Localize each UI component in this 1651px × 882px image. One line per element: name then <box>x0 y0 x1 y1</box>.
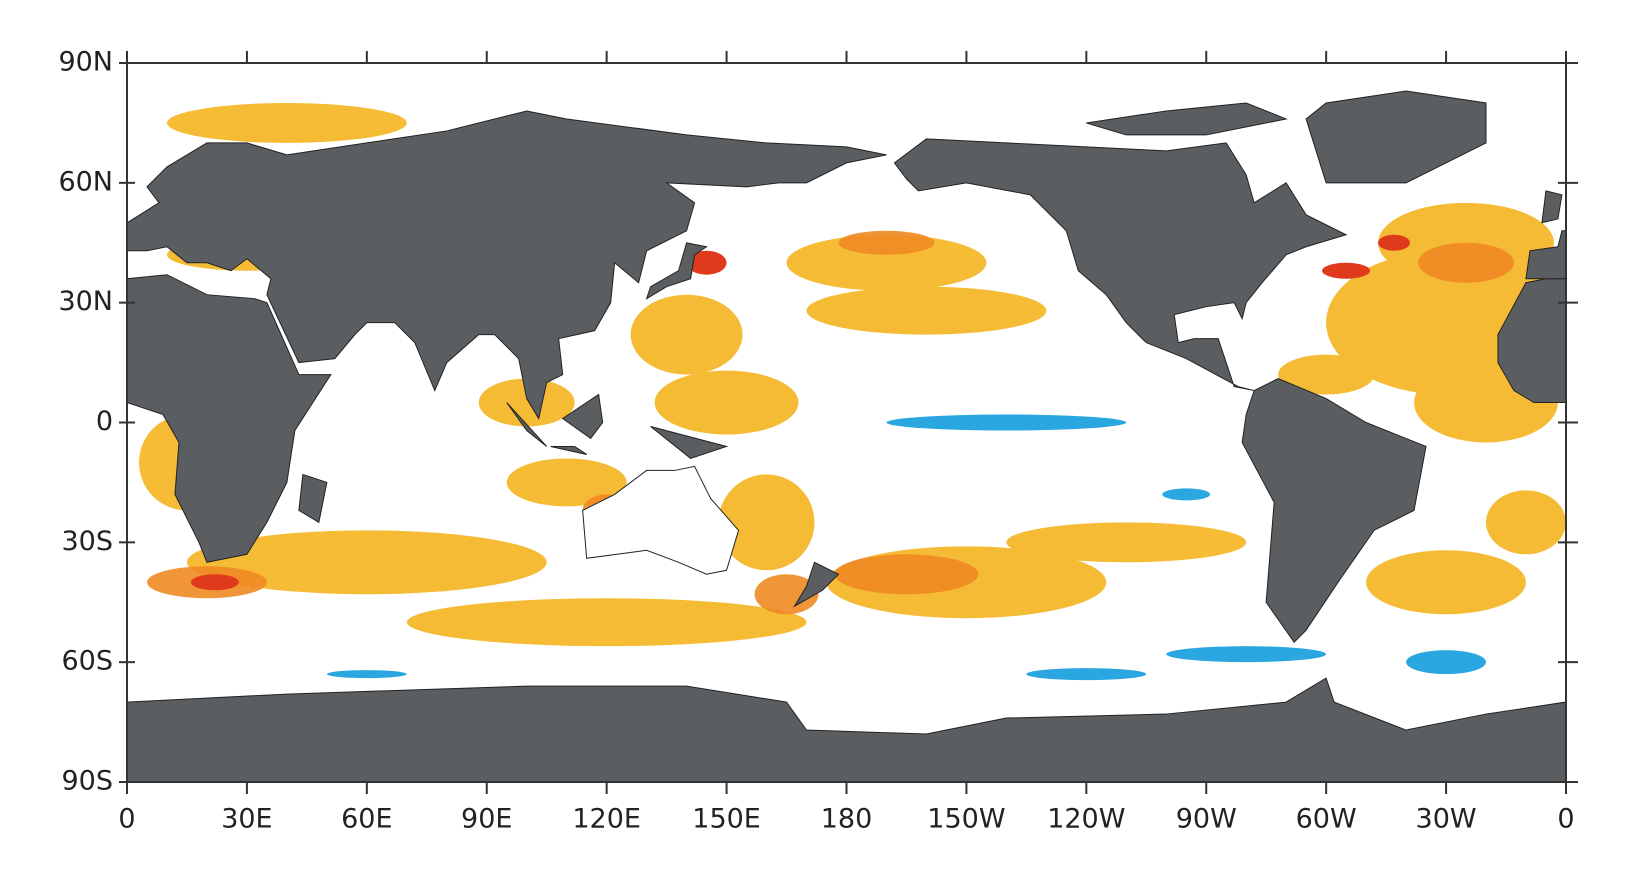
x-tick-label: 120W <box>1047 804 1125 835</box>
y-tick-label: 90S <box>62 766 114 797</box>
y-tick-label: 60S <box>62 646 114 677</box>
x-tick-label: 90W <box>1176 804 1237 835</box>
y-tick-label: 60N <box>58 166 113 197</box>
x-tick-label: 120E <box>572 804 641 835</box>
x-tick-label: 90E <box>461 804 512 835</box>
y-tick-label: 30S <box>62 526 114 557</box>
x-tick-label: 60W <box>1296 804 1357 835</box>
x-tick-label: 150E <box>692 804 761 835</box>
x-tick-label: 30E <box>221 804 272 835</box>
x-tick-label: 0 <box>118 804 135 835</box>
y-tick-label: 30N <box>58 286 113 317</box>
x-tick-label: 0 <box>1557 804 1574 835</box>
x-tick-label: 30W <box>1416 804 1477 835</box>
y-tick-label: 0 <box>96 406 113 437</box>
x-tick-label: 60E <box>341 804 392 835</box>
y-tick-label: 90N <box>58 47 113 78</box>
x-tick-label: 150W <box>927 804 1005 835</box>
x-tick-label: 180 <box>821 804 873 835</box>
